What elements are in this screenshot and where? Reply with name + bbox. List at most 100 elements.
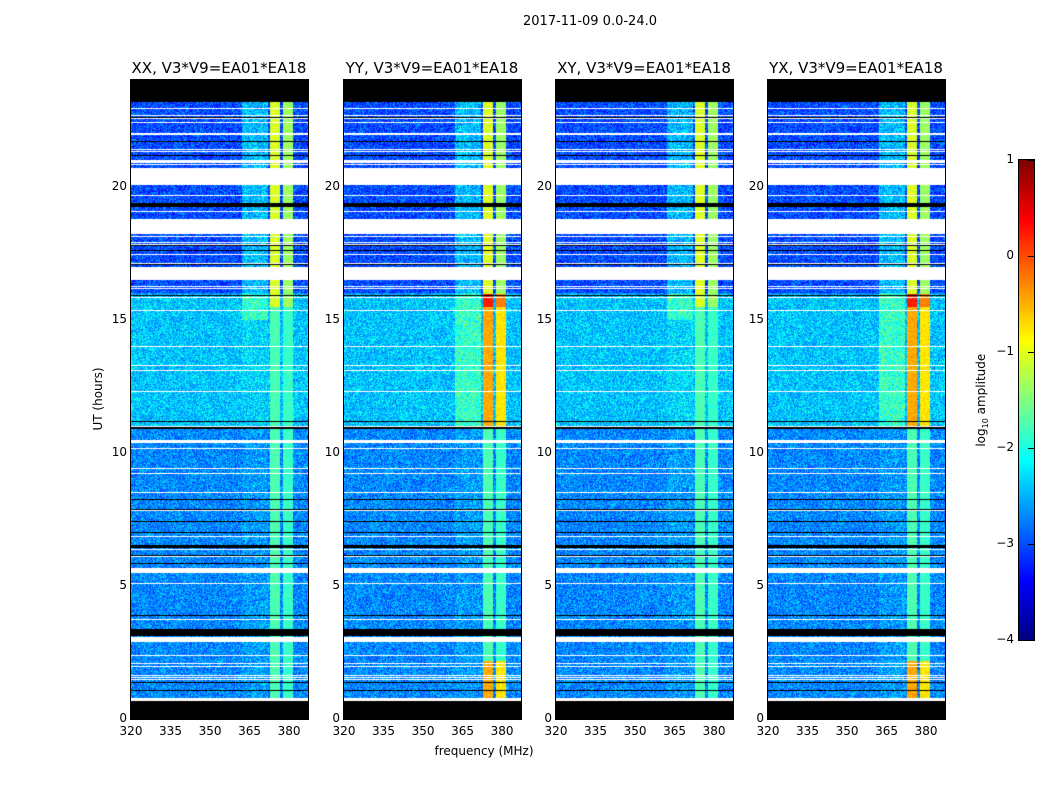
y-tick-label: 15 [536,311,552,326]
x-tick-mark [289,713,291,719]
y-tick-label: 0 [544,711,552,725]
y-tick-label: 5 [332,577,340,592]
y-tick-label: 20 [748,178,764,193]
x-tick-mark [383,80,385,86]
y-tick-label: 10 [111,444,127,459]
x-tick-mark [926,80,928,86]
x-tick-label: 350 [198,724,222,738]
colorbar-tick-mark [1028,544,1034,545]
x-tick-mark [714,80,716,86]
x-tick-mark [502,713,504,719]
colorbar-tick-label: −2 [996,440,1014,454]
colorbar-tick-mark [1028,160,1034,161]
heatmap-xx [130,79,309,720]
y-tick-label: 0 [119,711,127,725]
x-tick-label: 320 [119,724,143,738]
x-tick-label: 365 [875,724,898,738]
x-tick-mark [714,713,716,719]
panel-title-xy: XY, V3*V9=EA01*EA18 [557,59,731,77]
colorbar-tick-mark [1028,256,1034,257]
x-tick-mark [768,80,769,86]
figure-title: 2017-11-09 0.0-24.0 [523,14,657,29]
x-tick-label: 380 [490,724,514,738]
heatmap-yy [343,79,522,720]
x-axis-label: frequency (MHz) [434,744,534,758]
x-tick-label: 350 [411,724,435,738]
x-tick-mark [462,713,464,719]
x-tick-mark [344,713,345,719]
x-tick-label: 335 [372,724,395,738]
x-tick-mark [847,80,849,86]
x-tick-mark [635,80,637,86]
x-tick-label: 350 [835,724,859,738]
x-tick-mark [556,80,557,86]
x-tick-label: 320 [756,724,780,738]
x-tick-mark [423,713,425,719]
x-tick-label: 380 [914,724,938,738]
colorbar-tick-mark [1028,640,1034,641]
colorbar-tick-mark [1028,352,1034,353]
x-tick-label: 380 [277,724,301,738]
x-tick-mark [423,80,425,86]
x-tick-mark [462,80,464,86]
y-tick-label: 10 [748,444,764,459]
y-tick-label: 5 [544,577,552,592]
panel-title-yy: YY, V3*V9=EA01*EA18 [345,59,519,77]
x-tick-mark [249,713,251,719]
y-tick-label: 0 [332,711,340,725]
y-tick-label: 20 [324,178,340,193]
x-tick-mark [170,80,172,86]
x-tick-label: 320 [332,724,356,738]
panel-title-yx: YX, V3*V9=EA01*EA18 [769,59,943,77]
y-tick-label: 15 [324,311,340,326]
x-tick-mark [502,80,504,86]
x-tick-mark [383,713,385,719]
x-tick-mark [210,713,212,719]
x-tick-mark [131,713,132,719]
colorbar-tick-label: −3 [996,536,1014,550]
x-tick-label: 335 [159,724,182,738]
x-tick-label: 335 [584,724,607,738]
x-tick-mark [674,80,676,86]
x-tick-mark [131,80,132,86]
y-tick-label: 10 [324,444,340,459]
panel-title-xx: XX, V3*V9=EA01*EA18 [131,59,307,77]
y-tick-label: 20 [111,178,127,193]
x-tick-label: 350 [623,724,647,738]
x-tick-mark [249,80,251,86]
colorbar-tick-label: 0 [1006,248,1014,262]
x-tick-label: 320 [544,724,568,738]
y-axis-label: UT (hours) [91,367,105,431]
x-tick-mark [886,713,888,719]
x-tick-mark [674,713,676,719]
x-tick-mark [847,713,849,719]
x-tick-label: 365 [451,724,474,738]
x-tick-mark [595,713,597,719]
x-tick-mark [289,80,291,86]
x-tick-mark [886,80,888,86]
colorbar [1018,159,1035,641]
x-tick-mark [807,713,809,719]
colorbar-label: log10 amplitude [973,353,991,447]
x-tick-mark [595,80,597,86]
x-tick-label: 365 [238,724,261,738]
x-tick-mark [556,713,557,719]
x-tick-label: 380 [702,724,726,738]
heatmap-xy [555,79,734,720]
x-tick-mark [170,713,172,719]
x-tick-mark [807,80,809,86]
x-tick-label: 335 [796,724,819,738]
colorbar-tick-mark [1028,448,1034,449]
y-tick-label: 20 [536,178,552,193]
x-tick-mark [210,80,212,86]
y-tick-label: 0 [756,711,764,725]
y-tick-label: 15 [748,311,764,326]
x-tick-mark [635,713,637,719]
colorbar-tick-label: 1 [1006,152,1014,166]
x-tick-mark [344,80,345,86]
x-tick-mark [768,713,769,719]
x-tick-label: 365 [663,724,686,738]
x-tick-mark [926,713,928,719]
y-tick-label: 5 [119,577,127,592]
